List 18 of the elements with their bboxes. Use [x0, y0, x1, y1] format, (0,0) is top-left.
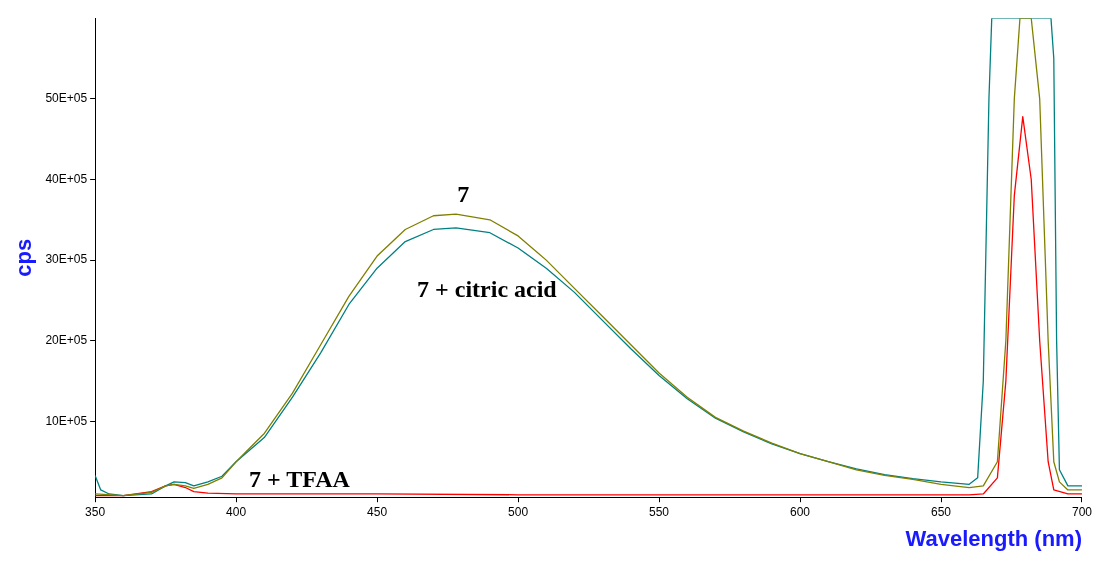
x-tick-label: 450	[367, 504, 388, 519]
x-tick-label: 650	[930, 504, 952, 519]
y-tick-label: 10E+05	[45, 413, 88, 428]
y-tick-label: 40E+05	[45, 171, 88, 186]
y-tick-label: 50E+05	[45, 91, 88, 106]
series-label: 7 + citric acid	[417, 276, 558, 303]
x-tick-label: 550	[649, 504, 670, 519]
series-label: 7 + TFAA	[248, 466, 351, 493]
x-tick-label: 350	[85, 504, 106, 519]
series-label: 7	[457, 181, 470, 208]
y-axis-title: cps	[11, 238, 37, 277]
x-axis-title: Wavelength (nm)	[905, 525, 1082, 551]
x-tick-label: 400	[226, 504, 247, 519]
x-tick-label: 600	[790, 504, 811, 519]
x-tick-label: 500	[508, 504, 529, 519]
y-tick-label: 30E+05	[45, 252, 88, 267]
x-tick-label: 700	[1071, 504, 1093, 519]
y-tick-label: 20E+05	[45, 333, 88, 348]
